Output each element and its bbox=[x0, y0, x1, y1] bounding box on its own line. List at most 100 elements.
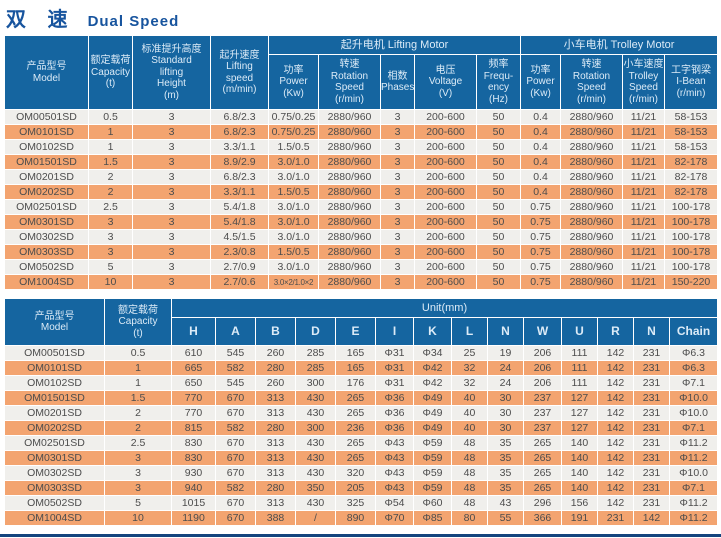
value-cell: 50 bbox=[476, 169, 521, 185]
col-header-i-beam: 工字钢梁 I-Bean (r/min) bbox=[663, 54, 719, 110]
value-cell: 58-153 bbox=[663, 139, 719, 155]
value-cell: 366 bbox=[523, 510, 562, 526]
value-cell: 0.4 bbox=[520, 184, 561, 200]
model-cell: OM0201SD bbox=[4, 169, 89, 185]
value-cell: 388 bbox=[255, 510, 296, 526]
value-cell: 50 bbox=[476, 184, 521, 200]
value-cell: 32 bbox=[451, 375, 488, 391]
value-cell: 313 bbox=[255, 405, 296, 421]
value-cell: 285 bbox=[295, 360, 336, 376]
model-cell: OM0101SD bbox=[4, 124, 89, 140]
value-cell: 545 bbox=[215, 345, 256, 361]
model-cell: OM0303SD bbox=[4, 244, 89, 260]
col-header-capacity: 额定载荷 Capacity (t) bbox=[104, 298, 172, 346]
value-cell: 0.75 bbox=[520, 244, 561, 260]
value-cell: 3 bbox=[88, 229, 133, 245]
value-cell: 3 bbox=[380, 184, 415, 200]
value-cell: 265 bbox=[335, 405, 376, 421]
value-cell: 200-600 bbox=[414, 109, 477, 125]
value-cell: 50 bbox=[476, 229, 521, 245]
group-header-lifting-motor: 起升电机 Lifting Motor bbox=[268, 35, 521, 55]
value-cell: 127 bbox=[561, 405, 598, 421]
value-cell: 2 bbox=[104, 405, 172, 421]
model-cell: OM0301SD bbox=[4, 450, 105, 466]
value-cell: 2880/960 bbox=[318, 199, 381, 215]
value-cell: 3 bbox=[132, 184, 211, 200]
value-cell: 545 bbox=[215, 375, 256, 391]
value-cell: 40 bbox=[451, 420, 488, 436]
value-cell: 82-178 bbox=[663, 169, 719, 185]
value-cell: Φ59 bbox=[413, 480, 452, 496]
value-cell: 2880/960 bbox=[560, 199, 623, 215]
value-cell: 48 bbox=[451, 480, 488, 496]
value-cell: 2 bbox=[88, 169, 133, 185]
value-cell: 0.75/0.25 bbox=[268, 124, 319, 140]
value-cell: 231 bbox=[633, 345, 670, 361]
value-cell: 48 bbox=[451, 465, 488, 481]
value-cell: 5 bbox=[88, 259, 133, 275]
table-row: OM0202SD 2 3 3.3/1.1 1.5/0.5 2880/960 3 200-600… bbox=[4, 184, 719, 200]
value-cell: 2880/960 bbox=[560, 229, 623, 245]
value-cell: 2880/960 bbox=[318, 229, 381, 245]
value-cell: 165 bbox=[335, 360, 376, 376]
value-cell: 665 bbox=[171, 360, 216, 376]
value-cell: 58-153 bbox=[663, 109, 719, 125]
table-row: OM0101SD 1 3 6.8/2.3 0.75/0.25 2880/960 3 200-6… bbox=[4, 124, 719, 140]
col-header-phases: 相数 Phases bbox=[380, 54, 415, 110]
value-cell: 200-600 bbox=[414, 169, 477, 185]
value-cell: 11/21 bbox=[622, 154, 665, 170]
value-cell: 100-178 bbox=[663, 199, 719, 215]
value-cell: 0.5 bbox=[104, 345, 172, 361]
col-header-trolley-speed: 小车速度 Trolley Speed (r/min) bbox=[622, 54, 665, 110]
value-cell: Φ43 bbox=[375, 435, 414, 451]
model-cell: OM1004SD bbox=[4, 510, 105, 526]
value-cell: 582 bbox=[215, 480, 256, 496]
value-cell: 1.5 bbox=[104, 390, 172, 406]
value-cell: 11/21 bbox=[622, 109, 665, 125]
value-cell: 55 bbox=[487, 510, 524, 526]
value-cell: 265 bbox=[335, 450, 376, 466]
value-cell: 3 bbox=[104, 465, 172, 481]
col-header-h: H bbox=[171, 317, 216, 346]
value-cell: 3 bbox=[380, 244, 415, 260]
value-cell: 3 bbox=[380, 124, 415, 140]
value-cell: 30 bbox=[487, 405, 524, 421]
value-cell: 300 bbox=[295, 375, 336, 391]
value-cell: 2880/960 bbox=[560, 184, 623, 200]
col-header-power: 功率 Power (Kw) bbox=[268, 54, 319, 110]
value-cell: 11/21 bbox=[622, 229, 665, 245]
value-cell: 142 bbox=[597, 420, 634, 436]
value-cell: 111 bbox=[561, 360, 598, 376]
value-cell: 231 bbox=[633, 360, 670, 376]
value-cell: 265 bbox=[523, 450, 562, 466]
value-cell: 231 bbox=[633, 375, 670, 391]
model-cell: OM0303SD bbox=[4, 480, 105, 496]
value-cell: 670 bbox=[215, 435, 256, 451]
value-cell: 582 bbox=[215, 420, 256, 436]
value-cell: 610 bbox=[171, 345, 216, 361]
value-cell: 1.5/0.5 bbox=[268, 244, 319, 260]
value-cell: Φ11.2 bbox=[668, 510, 719, 526]
value-cell: 0.75 bbox=[520, 214, 561, 230]
model-cell: OM02501SD bbox=[4, 435, 105, 451]
table-row: OM00501SD 0.5 610 545 260 285 165 Φ31 Φ34 25 19 206… bbox=[4, 345, 719, 361]
model-cell: OM0202SD bbox=[4, 420, 105, 436]
value-cell: 1015 bbox=[171, 495, 216, 511]
value-cell: Φ59 bbox=[413, 435, 452, 451]
value-cell: 200-600 bbox=[414, 214, 477, 230]
value-cell: 313 bbox=[255, 465, 296, 481]
table-row: OM1004SD 10 1190 670 388/890 Φ70 Φ85 80 55 366 191… bbox=[4, 510, 719, 526]
value-cell: 3 bbox=[132, 199, 211, 215]
value-cell: 2880/960 bbox=[318, 109, 381, 125]
value-cell: 5 bbox=[104, 495, 172, 511]
value-cell: 50 bbox=[476, 274, 521, 290]
value-cell: Φ11.2 bbox=[668, 495, 719, 511]
value-cell: 930 bbox=[171, 465, 216, 481]
catalog-page: 双 速 Dual Speed 产品型号 Model 额定载荷 Capacity … bbox=[4, 9, 719, 526]
value-cell: 35 bbox=[487, 435, 524, 451]
value-cell: 3 bbox=[380, 199, 415, 215]
table-row: OM0301SD 3 830 670 313 430 265 Φ43 Φ59 48 35 265 140… bbox=[4, 450, 719, 466]
value-cell: 670 bbox=[215, 495, 256, 511]
value-cell: Φ7.1 bbox=[668, 420, 719, 436]
col-header-a: A bbox=[215, 317, 256, 346]
